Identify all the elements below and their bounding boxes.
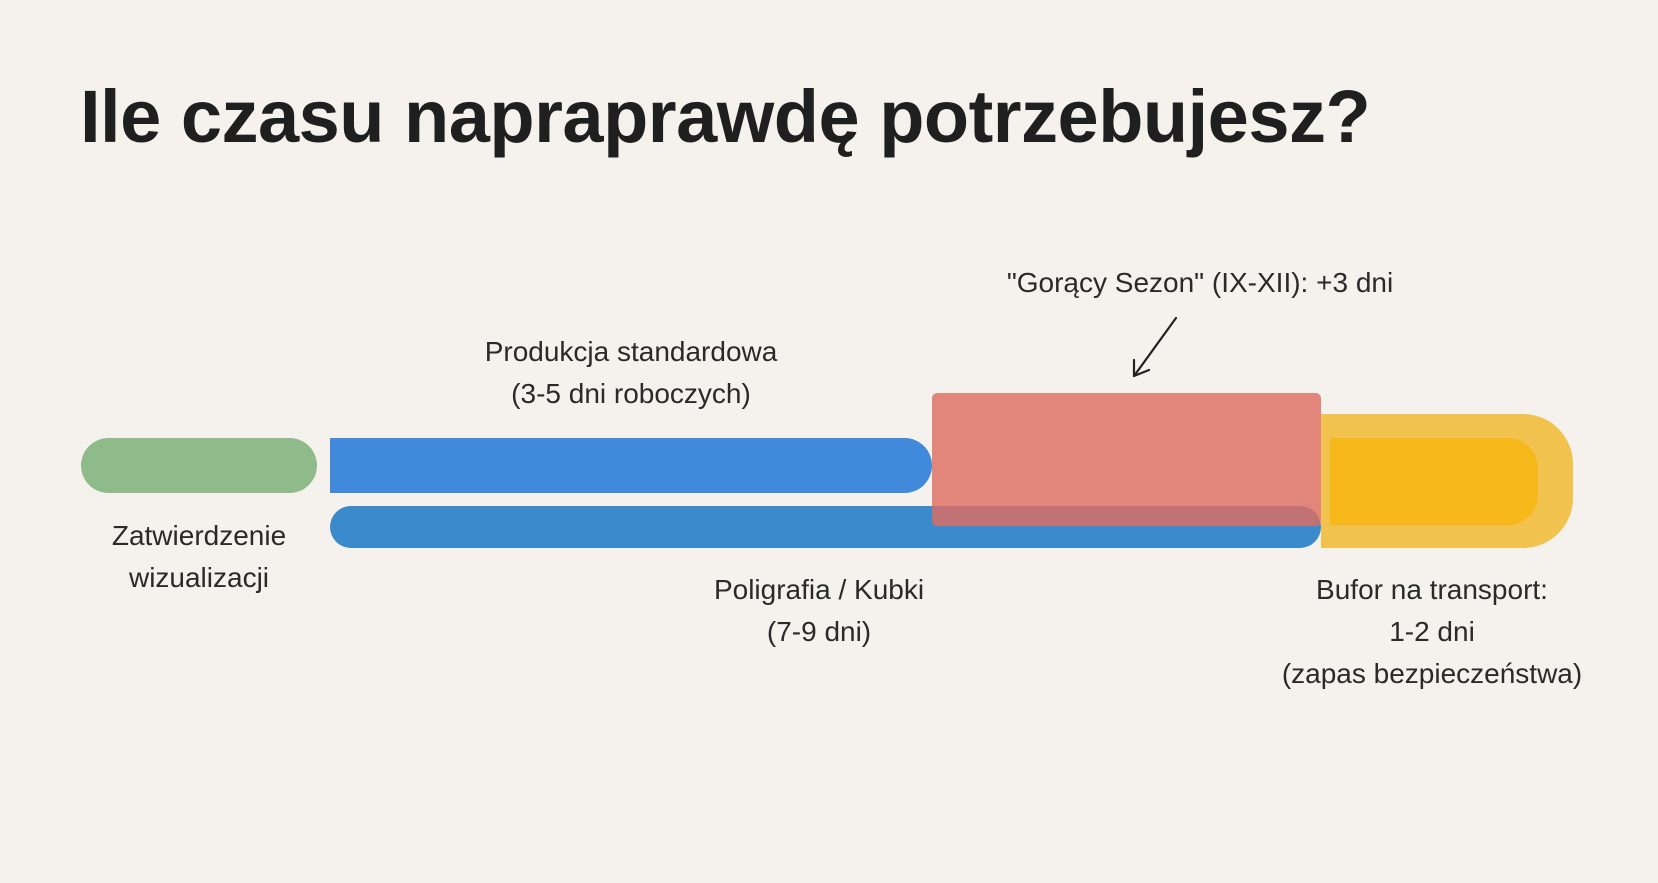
print-mugs-label: Poligrafia / Kubki (7-9 dni) xyxy=(714,569,924,653)
hot-season-label: "Gorący Sezon" (IX-XII): +3 dni xyxy=(1006,267,1394,298)
approval-line1: Zatwierdzenie xyxy=(111,520,287,551)
arrow-icon xyxy=(1132,316,1178,378)
page-title: Ile czasu napraprawdę potrzebujesz? xyxy=(80,75,1371,158)
buffer-line1: Bufor na transport: xyxy=(1316,574,1548,605)
print-line1: Poligrafia / Kubki xyxy=(713,574,925,605)
buffer-line3: (zapas bezpieczeństwa) xyxy=(1281,658,1583,689)
standard-line1: Produkcja standardowa xyxy=(484,336,778,367)
standard-production-label: Produkcja standardowa (3-5 dni roboczych… xyxy=(485,331,778,415)
approval-label: Zatwierdzenie wizualizacji xyxy=(112,515,286,599)
print-line2: (7-9 dni) xyxy=(766,616,872,647)
approval-line2: wizualizacji xyxy=(128,562,270,593)
buffer-line2: 1-2 dni xyxy=(1389,616,1475,647)
transport-buffer-inner xyxy=(1330,438,1538,525)
buffer-label: Bufor na transport: 1-2 dni (zapas bezpi… xyxy=(1282,569,1582,695)
approval-bar xyxy=(81,438,317,493)
standard-production-bar xyxy=(330,438,932,493)
standard-line2: (3-5 dni roboczych) xyxy=(511,378,751,409)
hot-season-overlay xyxy=(932,393,1321,526)
